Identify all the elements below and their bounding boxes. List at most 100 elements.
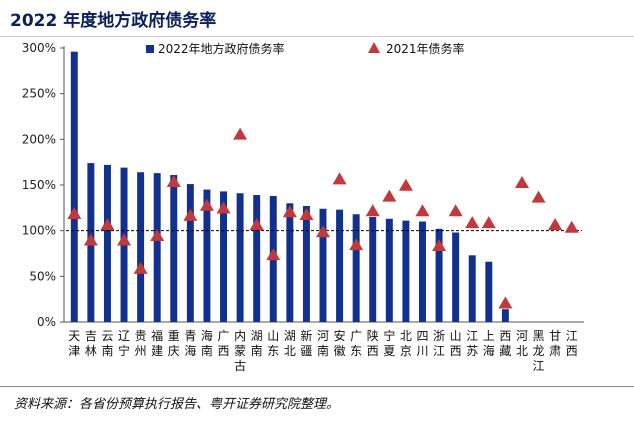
bar-天津 <box>70 51 78 323</box>
y-tick-label: 250% <box>22 87 56 101</box>
footer-divider <box>0 386 634 387</box>
bar-湖南 <box>253 195 261 322</box>
bar-重庆 <box>170 174 178 322</box>
triangle-marker-四川 <box>415 204 430 217</box>
bar-西藏 <box>501 309 509 322</box>
triangle-marker-新疆 <box>299 207 314 220</box>
triangle-marker-河南 <box>316 225 330 238</box>
triangle-marker-宁夏 <box>382 189 397 202</box>
category-label: 内蒙古 <box>234 329 246 373</box>
legend-swatch-bar <box>146 45 154 53</box>
category-label: 河南 <box>317 329 329 358</box>
triangle-marker-安徽 <box>332 172 347 185</box>
category-label: 江西 <box>566 329 578 358</box>
triangle-marker-黑龙江 <box>531 190 546 203</box>
triangle-marker-贵州 <box>133 261 148 274</box>
y-tick-label: 200% <box>22 132 56 146</box>
triangle-marker-海南 <box>199 198 214 211</box>
triangle-marker-山西 <box>448 204 463 217</box>
category-label: 辽宁 <box>118 329 130 358</box>
source-note: 资料来源：各省份预算执行报告、粤开证券研究院整理。 <box>14 397 340 412</box>
category-label: 贵州 <box>135 329 147 358</box>
bar-云南 <box>103 164 111 322</box>
triangle-marker-河北 <box>514 175 529 188</box>
triangle-marker-内蒙古 <box>233 127 248 140</box>
legend-swatch-triangle <box>368 42 380 53</box>
triangle-marker-广西 <box>216 201 231 214</box>
category-label: 广西 <box>218 329 230 358</box>
category-label: 湖南 <box>251 328 263 358</box>
triangle-marker-吉林 <box>83 233 98 246</box>
bar-新疆 <box>302 206 310 322</box>
category-label: 浙江 <box>433 329 445 358</box>
bar-安徽 <box>336 209 344 322</box>
bar-上海 <box>485 261 493 322</box>
category-label: 陕西 <box>367 328 379 358</box>
bar-内蒙古 <box>236 193 244 322</box>
category-label: 新疆 <box>300 328 312 358</box>
category-label: 宁夏 <box>383 328 395 358</box>
category-label: 安徽 <box>334 328 346 358</box>
bar-广西 <box>220 191 227 322</box>
category-label: 湖北 <box>284 328 296 358</box>
bar-北京 <box>402 220 410 322</box>
bar-贵州 <box>137 172 145 322</box>
category-label: 青海 <box>184 329 196 358</box>
triangle-marker-辽宁 <box>117 233 132 246</box>
bar-河南 <box>319 208 327 322</box>
bar-广东 <box>352 214 360 322</box>
triangle-marker-上海 <box>481 216 496 229</box>
category-label: 山东 <box>267 329 279 358</box>
triangle-marker-重庆 <box>166 175 181 188</box>
category-label: 天津 <box>68 329 80 358</box>
y-tick-label: 100% <box>22 224 56 238</box>
triangle-marker-北京 <box>398 178 413 191</box>
y-tick-label: 150% <box>22 178 56 192</box>
triangle-marker-福建 <box>150 228 165 241</box>
category-label: 福建 <box>151 328 163 358</box>
triangle-marker-天津 <box>67 207 82 220</box>
y-tick-label: 0% <box>37 315 56 329</box>
category-label: 黑龙江 <box>533 329 545 373</box>
category-label: 四川 <box>416 329 428 358</box>
category-label: 吉林 <box>85 329 97 358</box>
triangle-marker-陕西 <box>365 204 380 217</box>
triangle-marker-湖北 <box>282 205 297 218</box>
bar-青海 <box>186 184 194 322</box>
bar-湖北 <box>286 203 294 322</box>
category-label: 西藏 <box>499 329 511 358</box>
triangle-marker-浙江 <box>432 238 447 251</box>
triangle-marker-西藏 <box>498 296 513 309</box>
triangle-marker-江苏 <box>465 216 480 229</box>
bar-福建 <box>153 173 161 322</box>
bar-山西 <box>452 232 460 322</box>
chart-title: 2022 年度地方政府债务率 <box>10 11 217 31</box>
bar-海南 <box>203 189 211 322</box>
triangle-marker-云南 <box>100 217 115 230</box>
category-label: 江苏 <box>466 329 478 358</box>
triangle-marker-青海 <box>183 208 198 221</box>
bar-江苏 <box>468 255 476 322</box>
category-label: 北京 <box>400 329 412 358</box>
bar-宁夏 <box>385 218 393 322</box>
chart: 0% 50% 100% 150% 200% 250% 300% 天津吉林云南辽宁贵州福建重庆… <box>22 41 584 373</box>
category-label: 河北 <box>516 329 528 358</box>
title-divider <box>0 36 634 37</box>
y-tick-label: 50% <box>29 269 56 283</box>
triangle-marker-广东 <box>349 238 364 251</box>
legend-label-triangle: 2021年债务率 <box>386 41 465 56</box>
triangle-marker-山东 <box>266 248 281 261</box>
triangle-marker-湖南 <box>249 217 264 230</box>
bar-陕西 <box>369 216 377 322</box>
y-tick-label: 300% <box>22 41 56 55</box>
category-label: 甘肃 <box>549 329 561 358</box>
category-label: 上海 <box>483 329 495 358</box>
category-label: 广东 <box>350 329 362 358</box>
category-label: 重庆 <box>168 329 180 358</box>
triangle-marker-甘肃 <box>548 217 563 230</box>
triangle-marker-江西 <box>564 220 579 233</box>
category-label: 云南 <box>101 329 113 358</box>
category-label: 山西 <box>450 329 462 358</box>
legend-label-bar: 2022年地方政府债务率 <box>158 41 285 56</box>
category-label: 海南 <box>201 328 213 358</box>
